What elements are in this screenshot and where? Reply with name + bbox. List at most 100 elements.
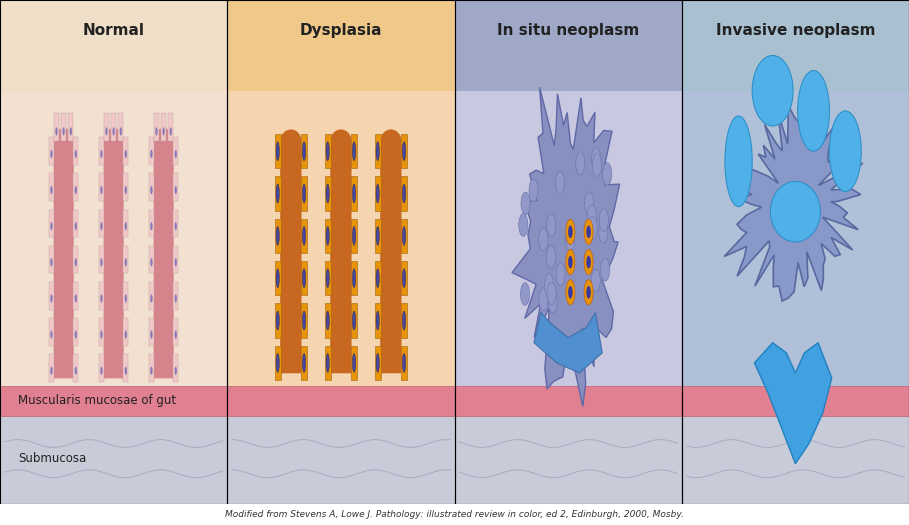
Polygon shape — [174, 246, 178, 274]
Ellipse shape — [125, 366, 127, 375]
Polygon shape — [401, 176, 407, 211]
Ellipse shape — [586, 226, 591, 238]
Polygon shape — [111, 113, 116, 141]
Polygon shape — [227, 416, 454, 504]
Polygon shape — [74, 138, 78, 165]
Polygon shape — [351, 346, 357, 380]
Polygon shape — [325, 261, 331, 296]
Polygon shape — [401, 346, 407, 380]
Polygon shape — [275, 134, 281, 169]
Polygon shape — [682, 416, 909, 504]
Polygon shape — [168, 113, 174, 141]
Polygon shape — [351, 303, 357, 338]
Text: In situ neoplasm: In situ neoplasm — [497, 23, 639, 38]
Ellipse shape — [150, 150, 153, 158]
Ellipse shape — [125, 222, 127, 230]
Ellipse shape — [353, 142, 355, 161]
Ellipse shape — [100, 186, 103, 194]
Polygon shape — [351, 134, 357, 169]
Ellipse shape — [326, 269, 329, 288]
Ellipse shape — [170, 127, 172, 135]
Ellipse shape — [50, 222, 53, 230]
Polygon shape — [118, 113, 124, 141]
Ellipse shape — [175, 186, 177, 194]
Polygon shape — [74, 246, 78, 274]
Ellipse shape — [276, 142, 279, 161]
Polygon shape — [0, 416, 227, 504]
Ellipse shape — [376, 226, 379, 245]
Polygon shape — [174, 173, 178, 201]
Polygon shape — [682, 0, 909, 91]
Polygon shape — [49, 173, 54, 201]
Polygon shape — [149, 318, 154, 345]
Ellipse shape — [75, 295, 77, 302]
Polygon shape — [68, 113, 74, 141]
Ellipse shape — [575, 152, 584, 174]
Ellipse shape — [519, 214, 528, 236]
Text: Muscularis mucosae of gut: Muscularis mucosae of gut — [18, 394, 176, 407]
Polygon shape — [99, 246, 104, 274]
Polygon shape — [161, 113, 166, 141]
Polygon shape — [74, 354, 78, 382]
Polygon shape — [325, 176, 331, 211]
Ellipse shape — [353, 311, 355, 330]
Ellipse shape — [276, 184, 279, 203]
Polygon shape — [154, 128, 174, 378]
Polygon shape — [0, 91, 227, 504]
Ellipse shape — [568, 226, 573, 238]
Ellipse shape — [100, 258, 103, 267]
Polygon shape — [174, 354, 178, 382]
Polygon shape — [401, 303, 407, 338]
Polygon shape — [454, 91, 682, 504]
Ellipse shape — [539, 288, 548, 311]
Ellipse shape — [75, 186, 77, 194]
Ellipse shape — [150, 222, 153, 230]
Ellipse shape — [403, 184, 405, 203]
Polygon shape — [227, 0, 454, 91]
Polygon shape — [401, 219, 407, 253]
Ellipse shape — [150, 295, 153, 302]
Text: Invasive neoplasm: Invasive neoplasm — [715, 23, 875, 38]
Polygon shape — [301, 134, 307, 169]
Polygon shape — [325, 134, 331, 169]
Ellipse shape — [150, 366, 153, 375]
Ellipse shape — [403, 226, 405, 245]
Polygon shape — [401, 261, 407, 296]
Polygon shape — [124, 354, 128, 382]
Polygon shape — [301, 176, 307, 211]
Polygon shape — [375, 176, 381, 211]
Ellipse shape — [105, 127, 107, 135]
Ellipse shape — [50, 186, 53, 194]
Ellipse shape — [829, 111, 862, 192]
Ellipse shape — [586, 256, 591, 268]
Ellipse shape — [752, 56, 793, 126]
Ellipse shape — [584, 192, 594, 215]
Polygon shape — [149, 173, 154, 201]
Text: Dysplasia: Dysplasia — [300, 23, 382, 38]
Ellipse shape — [175, 295, 177, 302]
Ellipse shape — [276, 353, 279, 372]
Ellipse shape — [100, 330, 103, 339]
Ellipse shape — [403, 353, 405, 372]
Ellipse shape — [326, 353, 329, 372]
Polygon shape — [124, 173, 128, 201]
Polygon shape — [534, 312, 602, 373]
Ellipse shape — [125, 186, 127, 194]
Ellipse shape — [592, 148, 601, 170]
Ellipse shape — [303, 142, 305, 161]
Polygon shape — [149, 209, 154, 237]
Polygon shape — [375, 261, 381, 296]
Polygon shape — [99, 173, 104, 201]
Ellipse shape — [539, 228, 548, 250]
Polygon shape — [351, 176, 357, 211]
Polygon shape — [454, 0, 682, 91]
Ellipse shape — [175, 366, 177, 375]
Polygon shape — [325, 219, 331, 253]
Ellipse shape — [587, 205, 596, 228]
Ellipse shape — [63, 127, 65, 135]
Ellipse shape — [586, 286, 591, 299]
Ellipse shape — [593, 154, 602, 176]
Polygon shape — [99, 354, 104, 382]
Ellipse shape — [376, 142, 379, 161]
Ellipse shape — [568, 256, 573, 268]
